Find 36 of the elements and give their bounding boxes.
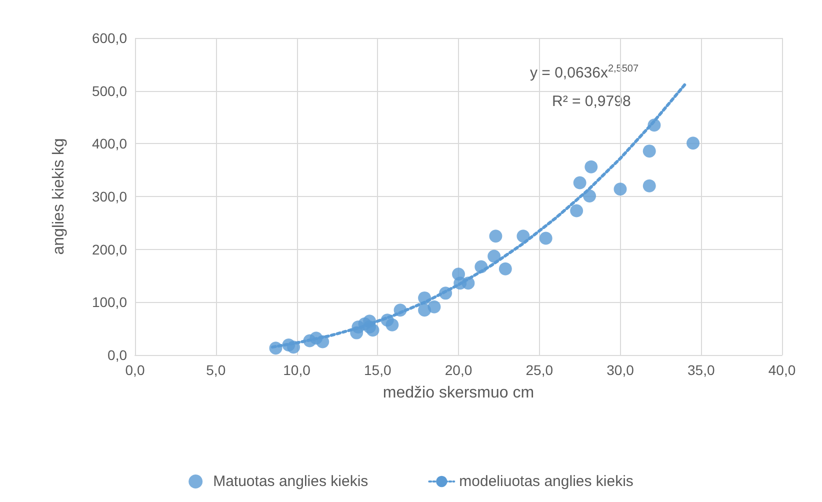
x-tick-label: 10,0 — [283, 362, 311, 378]
x-tick-label: 40,0 — [768, 362, 796, 378]
point — [573, 176, 586, 190]
point — [570, 204, 584, 218]
point — [428, 300, 441, 314]
legend-label: Matuotas anglies kiekis — [213, 473, 368, 490]
y-tick-label: 100,0 — [92, 294, 128, 310]
point — [386, 318, 399, 332]
x-tick-label: 35,0 — [688, 362, 715, 378]
annotation: R² = 0,9798 — [552, 93, 631, 110]
x-tick-label: 5,0 — [206, 362, 226, 378]
y-tick-label: 200,0 — [92, 241, 128, 258]
point — [614, 182, 627, 196]
x-tick-label: 20,0 — [444, 362, 472, 378]
x-tick-label: 30,0 — [606, 362, 634, 378]
y-tick-label: 400,0 — [92, 136, 128, 152]
legend-label: modeliuotas anglies kiekis — [459, 473, 634, 490]
point — [366, 324, 380, 337]
x-tick-label: 25,0 — [526, 362, 554, 378]
x-tick-label: 15,0 — [364, 362, 392, 378]
point — [488, 250, 501, 263]
point — [539, 232, 552, 245]
point — [642, 179, 656, 192]
point — [642, 144, 656, 158]
x-axis-title: medžio skersmuo cm — [382, 384, 534, 402]
y-axis-title: anglies kiekis kg — [50, 138, 68, 255]
point — [584, 160, 598, 174]
point — [489, 230, 502, 243]
y-tick-label: 0,0 — [108, 347, 128, 363]
y-tick-label: 600,0 — [92, 30, 128, 46]
x-tick-label: 0,0 — [125, 362, 145, 378]
point — [516, 230, 530, 243]
y-tick-label: 500,0 — [92, 82, 128, 99]
point — [498, 262, 512, 276]
point — [686, 136, 700, 150]
y-tick-label: 300,0 — [92, 188, 128, 204]
